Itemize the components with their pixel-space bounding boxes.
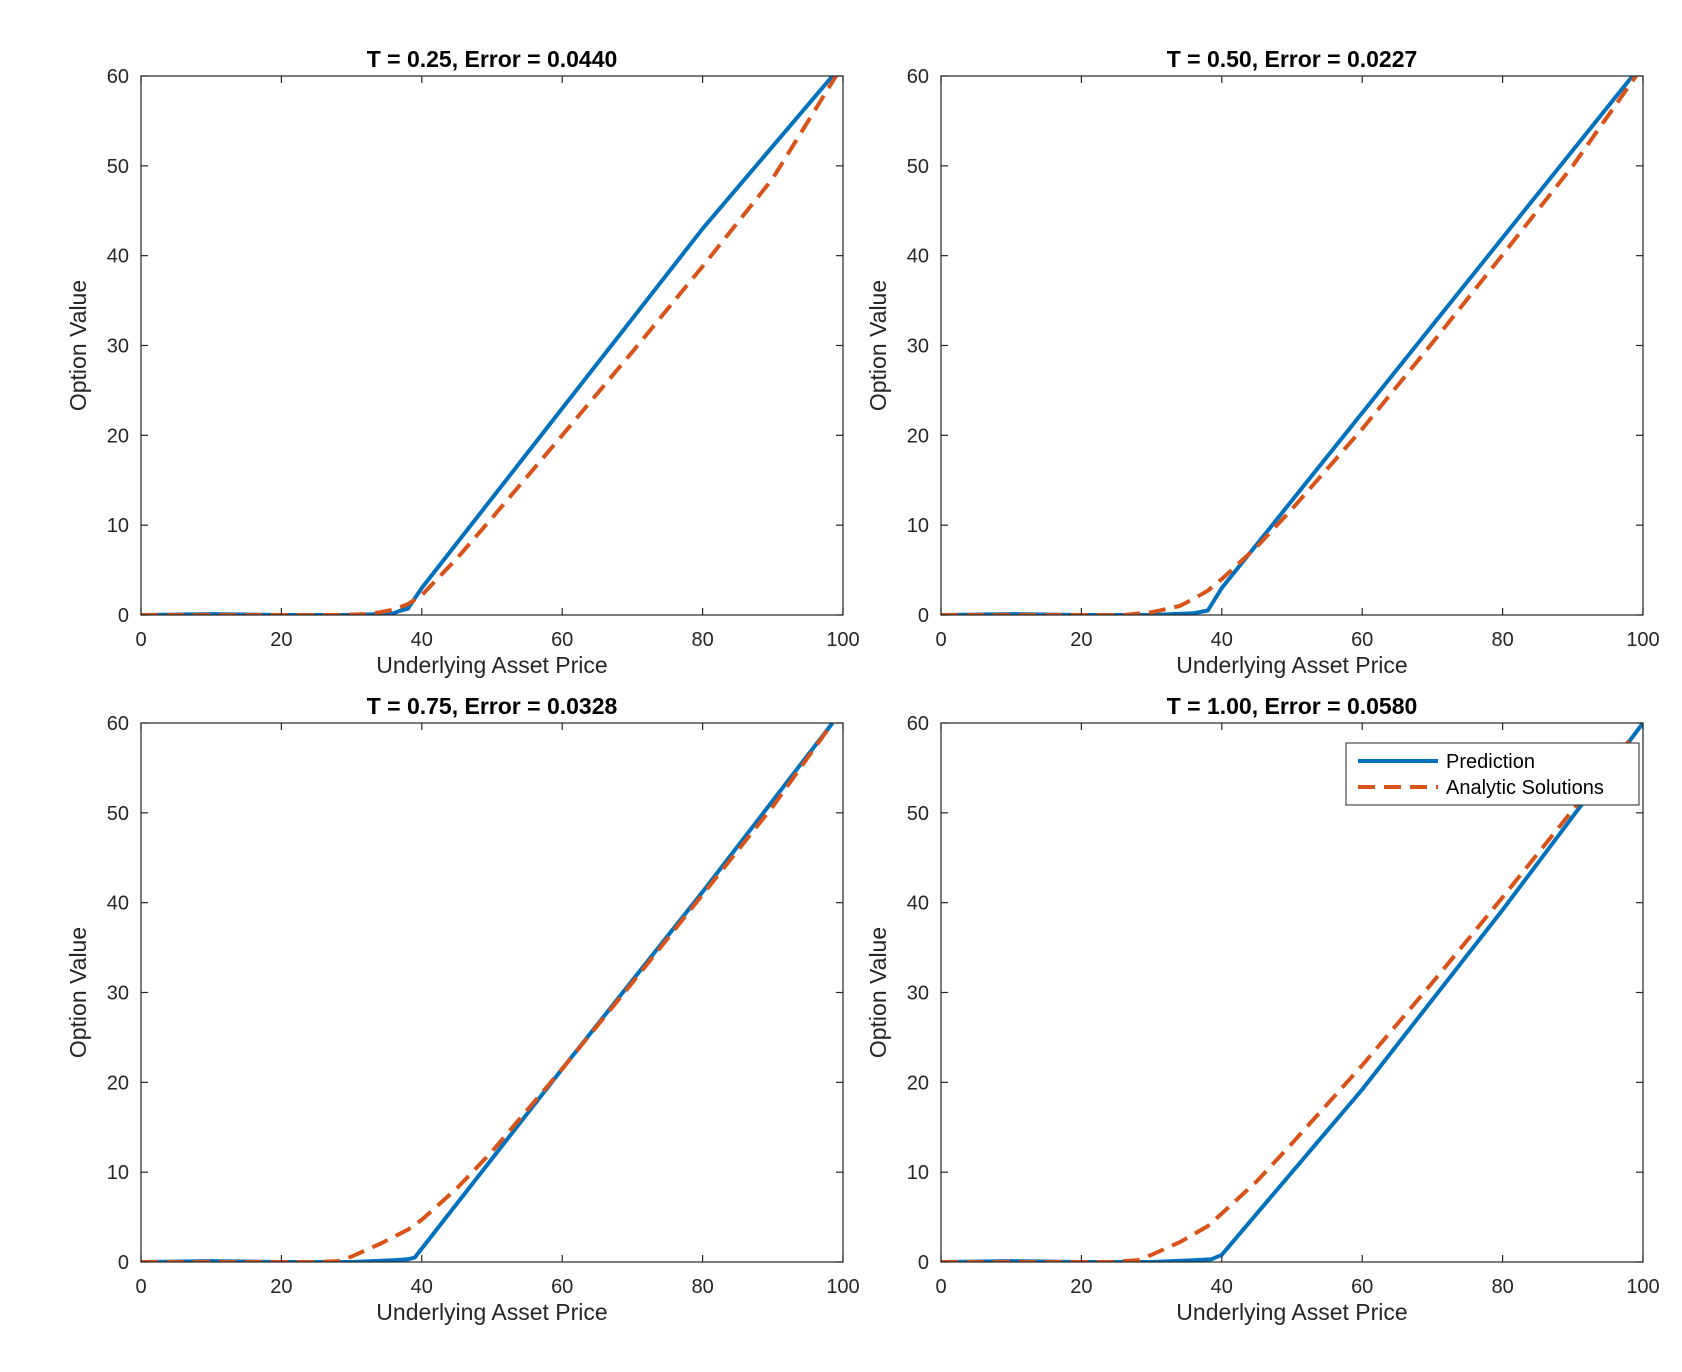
x-tick-label: 20 bbox=[1070, 629, 1092, 651]
plot-area bbox=[941, 76, 1643, 615]
x-tick-label: 20 bbox=[270, 629, 292, 651]
series-line-analytic-solutions bbox=[941, 76, 1638, 615]
y-tick-label: 50 bbox=[907, 803, 929, 825]
legend: Prediction Analytic Solutions bbox=[1345, 742, 1640, 806]
x-tick-label: 0 bbox=[935, 629, 946, 651]
x-tick-label: 40 bbox=[411, 1276, 433, 1298]
plot-area bbox=[141, 76, 843, 615]
y-tick-label: 20 bbox=[907, 425, 929, 447]
y-axis-label: Option Value bbox=[865, 927, 891, 1058]
y-tick-label: 50 bbox=[107, 803, 129, 825]
x-axis-label: Underlying Asset Price bbox=[376, 1299, 607, 1325]
chart-title: T = 0.50, Error = 0.0227 bbox=[1167, 46, 1418, 72]
y-axis-label: Option Value bbox=[65, 280, 91, 411]
y-tick-label: 20 bbox=[907, 1072, 929, 1094]
chart-panel-4: 0 20 40 60 80 100 0 10 20 30 40 50 60 T = 1.00, Error… bbox=[865, 693, 1660, 1325]
y-tick-label: 50 bbox=[107, 156, 129, 178]
x-tick-label: 100 bbox=[1626, 629, 1659, 651]
chart-title: T = 0.25, Error = 0.0440 bbox=[367, 46, 618, 72]
x-tick-label: 40 bbox=[1211, 629, 1233, 651]
x-tick-label: 0 bbox=[135, 629, 146, 651]
y-tick-label: 60 bbox=[907, 66, 929, 88]
y-tick-label: 60 bbox=[907, 713, 929, 735]
y-tick-label: 0 bbox=[918, 1252, 929, 1274]
y-tick-label: 50 bbox=[907, 156, 929, 178]
y-tick-label: 0 bbox=[118, 1252, 129, 1274]
y-tick-label: 0 bbox=[118, 605, 129, 627]
x-tick-label: 0 bbox=[935, 1276, 946, 1298]
chart-title: T = 1.00, Error = 0.0580 bbox=[1167, 693, 1418, 719]
x-axis-label: Underlying Asset Price bbox=[1176, 1299, 1407, 1325]
y-tick-label: 30 bbox=[107, 336, 129, 358]
x-tick-label: 60 bbox=[1351, 629, 1373, 651]
y-tick-label: 30 bbox=[107, 983, 129, 1005]
x-tick-label: 20 bbox=[270, 1276, 292, 1298]
x-tick-label: 20 bbox=[1070, 1276, 1092, 1298]
chart-panel-1: 0 20 40 60 80 100 0 10 20 30 40 50 60 T = 0.25, Error… bbox=[65, 46, 860, 678]
y-tick-label: 10 bbox=[107, 1162, 129, 1184]
x-tick-label: 80 bbox=[1491, 1276, 1513, 1298]
x-tick-label: 60 bbox=[1351, 1276, 1373, 1298]
y-tick-label: 10 bbox=[907, 515, 929, 537]
series-line-analytic-solutions bbox=[941, 739, 1631, 1262]
y-tick-label: 30 bbox=[907, 983, 929, 1005]
x-tick-label: 100 bbox=[1626, 1276, 1659, 1298]
legend-label-analytic-solutions: Analytic Solutions bbox=[1446, 777, 1604, 799]
plot-area bbox=[141, 723, 843, 1262]
y-axis-label: Option Value bbox=[65, 927, 91, 1058]
x-tick-label: 80 bbox=[691, 1276, 713, 1298]
y-tick-label: 20 bbox=[107, 1072, 129, 1094]
y-tick-label: 40 bbox=[107, 246, 129, 268]
y-tick-label: 40 bbox=[907, 246, 929, 268]
y-tick-label: 10 bbox=[107, 515, 129, 537]
legend-label-prediction: Prediction bbox=[1446, 751, 1535, 773]
series-line-analytic-solutions bbox=[141, 76, 838, 615]
x-tick-label: 100 bbox=[826, 629, 859, 651]
x-tick-label: 80 bbox=[1491, 629, 1513, 651]
x-tick-label: 0 bbox=[135, 1276, 146, 1298]
y-tick-label: 60 bbox=[107, 66, 129, 88]
y-tick-label: 20 bbox=[107, 425, 129, 447]
y-tick-label: 30 bbox=[907, 336, 929, 358]
y-tick-label: 40 bbox=[107, 893, 129, 915]
y-tick-label: 10 bbox=[907, 1162, 929, 1184]
x-tick-label: 40 bbox=[411, 629, 433, 651]
y-tick-label: 40 bbox=[907, 893, 929, 915]
y-axis-label: Option Value bbox=[865, 280, 891, 411]
chart-title: T = 0.75, Error = 0.0328 bbox=[367, 693, 618, 719]
y-tick-label: 0 bbox=[918, 605, 929, 627]
series-line-analytic-solutions bbox=[141, 723, 835, 1262]
chart-panel-3: 0 20 40 60 80 100 0 10 20 30 40 50 60 T = 0.75, Error… bbox=[65, 693, 860, 1325]
x-axis-label: Underlying Asset Price bbox=[376, 652, 607, 678]
x-tick-label: 60 bbox=[551, 1276, 573, 1298]
x-tick-label: 100 bbox=[826, 1276, 859, 1298]
chart-panel-2: 0 20 40 60 80 100 0 10 20 30 40 50 60 T = 0.50, Error… bbox=[865, 46, 1660, 678]
legend-box bbox=[1345, 742, 1640, 806]
y-tick-label: 60 bbox=[107, 713, 129, 735]
x-tick-label: 60 bbox=[551, 629, 573, 651]
x-tick-label: 80 bbox=[691, 629, 713, 651]
x-axis-label: Underlying Asset Price bbox=[1176, 652, 1407, 678]
x-tick-label: 40 bbox=[1211, 1276, 1233, 1298]
